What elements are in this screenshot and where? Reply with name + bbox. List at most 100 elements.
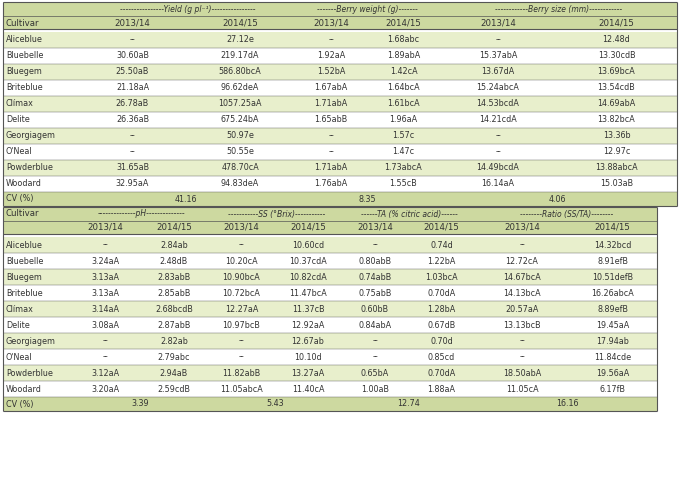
Text: 2013/14: 2013/14 [357, 223, 393, 232]
Text: 19.45aA: 19.45aA [596, 321, 629, 329]
Text: 26.78aB: 26.78aB [116, 100, 149, 108]
Text: 11.37cB: 11.37cB [292, 305, 325, 313]
Text: 13.36b: 13.36b [603, 131, 630, 141]
Text: Woodard: Woodard [6, 180, 42, 188]
Text: --: -- [103, 241, 109, 249]
Text: --: -- [238, 352, 244, 362]
Text: Briteblue: Briteblue [6, 83, 43, 93]
Text: 13.54cdB: 13.54cdB [598, 83, 636, 93]
Text: 11.40cA: 11.40cA [292, 385, 325, 393]
Bar [3, 192, 677, 206]
Text: 14.69abA: 14.69abA [598, 100, 636, 108]
Text: 0.65bA: 0.65bA [361, 368, 389, 378]
Text: 14.49bcdA: 14.49bcdA [477, 163, 519, 172]
Text: --: -- [130, 147, 135, 157]
Text: 3.12aA: 3.12aA [92, 368, 120, 378]
Text: 11.82abB: 11.82abB [223, 368, 261, 378]
Bar [3, 285, 657, 301]
Text: 8.35: 8.35 [359, 195, 376, 203]
Text: 0.60bB: 0.60bB [361, 305, 389, 313]
Text: 2.84ab: 2.84ab [160, 241, 188, 249]
Text: 13.67dA: 13.67dA [481, 67, 515, 77]
Text: --: -- [495, 131, 501, 141]
Text: 19.56aA: 19.56aA [596, 368, 629, 378]
Text: Delite: Delite [6, 321, 30, 329]
Text: Briteblue: Briteblue [6, 288, 43, 298]
Bar [3, 365, 657, 381]
Text: 2014/15: 2014/15 [424, 223, 460, 232]
Text: --: -- [519, 352, 525, 362]
Text: 15.24abcA: 15.24abcA [477, 83, 519, 93]
Text: 13.69bcA: 13.69bcA [598, 67, 636, 77]
Bar [3, 80, 677, 96]
Text: 2013/14: 2013/14 [88, 223, 124, 232]
Bar [3, 237, 657, 253]
Text: --: -- [328, 36, 334, 44]
Text: 2013/14: 2013/14 [504, 223, 540, 232]
Text: 2013/14: 2013/14 [480, 18, 516, 27]
Text: 1.61bcA: 1.61bcA [387, 100, 420, 108]
Bar [3, 16, 677, 29]
Text: 1.71abA: 1.71abA [314, 163, 348, 172]
Text: 16.26abcA: 16.26abcA [591, 288, 634, 298]
Text: 10.97bcB: 10.97bcB [223, 321, 261, 329]
Text: 1.42cA: 1.42cA [390, 67, 418, 77]
Text: -------Berry weight (g)-------: -------Berry weight (g)------- [317, 4, 418, 14]
Text: ------TA (% citric acid)------: ------TA (% citric acid)------ [361, 209, 458, 219]
Text: 15.37abA: 15.37abA [479, 52, 517, 61]
Text: 12.92aA: 12.92aA [291, 321, 325, 329]
Text: --: -- [130, 36, 135, 44]
Text: 2.83abB: 2.83abB [158, 272, 191, 282]
Text: 2013/14: 2013/14 [223, 223, 259, 232]
Text: 11.05abcA: 11.05abcA [220, 385, 263, 393]
Text: 0.70d: 0.70d [430, 337, 453, 346]
Text: 1.28bA: 1.28bA [427, 305, 456, 313]
Text: 1.00aB: 1.00aB [361, 385, 389, 393]
Text: 14.32bcd: 14.32bcd [594, 241, 631, 249]
Text: 0.75abB: 0.75abB [359, 288, 392, 298]
Bar [3, 381, 657, 397]
Text: 2.85abB: 2.85abB [158, 288, 191, 298]
Bar [3, 128, 677, 144]
Text: 0.67dB: 0.67dB [427, 321, 456, 329]
Text: 10.90bcA: 10.90bcA [223, 272, 260, 282]
Bar [3, 333, 657, 349]
Text: Cultivar: Cultivar [6, 209, 39, 219]
Text: 2.68bcdB: 2.68bcdB [155, 305, 193, 313]
Text: 0.70dA: 0.70dA [427, 368, 456, 378]
Text: 12.67ab: 12.67ab [291, 337, 325, 346]
Text: 675.24bA: 675.24bA [221, 116, 259, 124]
Text: 10.51defB: 10.51defB [592, 272, 633, 282]
Text: 1.64bcA: 1.64bcA [387, 83, 420, 93]
Text: 478.70cA: 478.70cA [221, 163, 259, 172]
Bar [3, 349, 657, 365]
Text: 6.17fB: 6.17fB [600, 385, 625, 393]
Text: 25.50aB: 25.50aB [116, 67, 149, 77]
Text: 10.60cd: 10.60cd [292, 241, 324, 249]
Text: CV (%): CV (%) [6, 195, 33, 203]
Text: O'Neal: O'Neal [6, 352, 33, 362]
Text: 2.59cdB: 2.59cdB [158, 385, 191, 393]
Text: --: -- [495, 147, 501, 157]
Bar [3, 176, 677, 192]
Text: 1.47c: 1.47c [392, 147, 415, 157]
Text: Bluebelle: Bluebelle [6, 52, 43, 61]
Text: 14.67bcA: 14.67bcA [503, 272, 541, 282]
Text: ----------------Yield (g pl⁻¹)----------------: ----------------Yield (g pl⁻¹)----------… [120, 4, 255, 14]
Text: 11.84cde: 11.84cde [594, 352, 631, 362]
Text: --: -- [130, 131, 135, 141]
Text: -----------SS (°Brix)-----------: -----------SS (°Brix)----------- [228, 209, 325, 219]
Text: 10.10d: 10.10d [294, 352, 322, 362]
Bar [3, 301, 657, 317]
Text: 20.57aA: 20.57aA [505, 305, 538, 313]
Bar [3, 397, 657, 411]
Text: 2014/15: 2014/15 [599, 18, 634, 27]
Text: 16.14aA: 16.14aA [481, 180, 515, 188]
Text: 14.53bcdA: 14.53bcdA [477, 100, 519, 108]
Text: 1.96aA: 1.96aA [390, 116, 418, 124]
Text: O'Neal: O'Neal [6, 147, 33, 157]
Text: 13.27aA: 13.27aA [291, 368, 325, 378]
Bar [3, 160, 677, 176]
Text: --: -- [328, 131, 334, 141]
Text: 1.76abA: 1.76abA [314, 180, 348, 188]
